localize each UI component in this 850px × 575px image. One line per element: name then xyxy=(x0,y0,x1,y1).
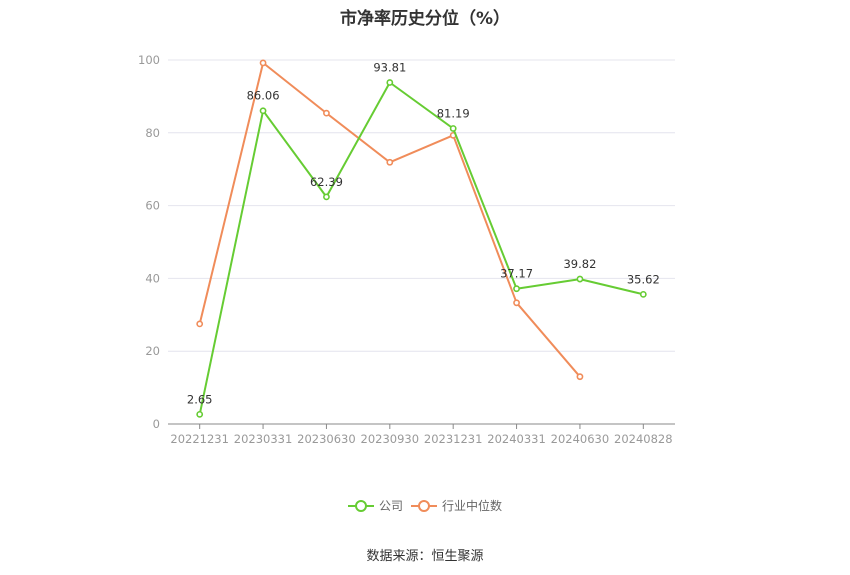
chart-title: 市净率历史分位（%） xyxy=(339,9,511,29)
data-point xyxy=(576,373,584,381)
data-label: 39.82 xyxy=(563,257,596,271)
data-point xyxy=(196,410,204,418)
y-tick-label: 40 xyxy=(145,271,160,285)
data-point xyxy=(323,193,330,201)
legend-label: 公司 xyxy=(379,499,403,513)
data-label: 2.65 xyxy=(187,392,213,406)
x-tick-label: 20240630 xyxy=(551,432,610,446)
legend-item-company: 公司 xyxy=(348,499,403,513)
series-line-industry-median xyxy=(198,61,581,378)
x-tick-label: 20221231 xyxy=(170,432,229,446)
y-tick-label: 100 xyxy=(138,53,160,67)
x-tick-label: 20230630 xyxy=(297,432,356,446)
legend-item-industry-median: 行业中位数 xyxy=(411,498,502,513)
data-point xyxy=(259,107,267,115)
data-label: 86.06 xyxy=(247,89,280,103)
y-tick-label: 60 xyxy=(145,199,160,213)
data-point xyxy=(259,59,267,67)
data-point xyxy=(639,290,647,298)
data-point xyxy=(576,275,584,283)
data-point xyxy=(449,125,457,132)
data-point xyxy=(513,299,520,307)
data-label: 93.81 xyxy=(373,61,406,75)
label-layer: 2.65 86.06 62.39 93.81 81.19 37.17 39.82 35.62 xyxy=(187,61,660,407)
data-source: 数据来源：恒生聚源 xyxy=(366,549,484,564)
axis-layer: 0 20 40 60 80 100 20221231 20230331 20230630 2023… xyxy=(138,53,675,446)
legend: 公司 行业中位数 xyxy=(348,498,502,513)
legend-marker xyxy=(418,500,430,512)
x-tick-label: 20231231 xyxy=(424,432,483,446)
y-tick-label: 80 xyxy=(145,126,160,140)
series-layer xyxy=(196,59,647,418)
x-tick-label: 20240331 xyxy=(487,432,546,446)
series-line-company xyxy=(198,81,644,415)
data-label: 81.19 xyxy=(437,106,470,120)
x-tick-label: 20240828 xyxy=(614,432,673,446)
grid-layer xyxy=(168,59,675,352)
x-tick-label: 20230331 xyxy=(234,432,293,446)
y-tick-label: 20 xyxy=(145,344,160,358)
legend-label: 行业中位数 xyxy=(442,498,502,513)
data-label: 35.62 xyxy=(627,272,660,286)
y-tick-label: 0 xyxy=(153,417,160,431)
data-point xyxy=(323,109,330,117)
x-tick-label: 20230930 xyxy=(361,432,420,446)
data-label: 37.17 xyxy=(500,267,533,281)
data-point xyxy=(196,320,204,328)
data-point xyxy=(386,158,394,166)
data-point xyxy=(386,79,394,86)
data-label: 62.39 xyxy=(310,175,343,189)
data-point xyxy=(513,285,520,293)
legend-marker xyxy=(355,500,367,512)
